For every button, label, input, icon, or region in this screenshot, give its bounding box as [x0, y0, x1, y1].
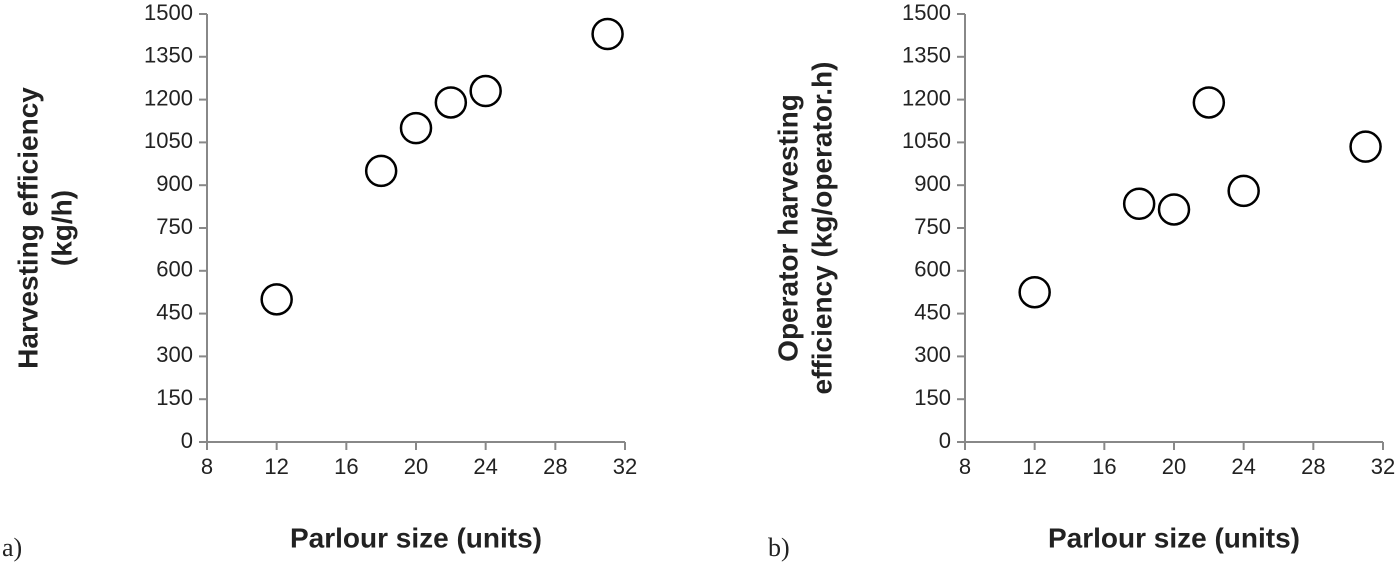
- x-tick-label: 20: [1162, 454, 1186, 479]
- x-tick-label: 12: [264, 454, 288, 479]
- y-axis-label: Harvesting efficiency: [12, 87, 43, 369]
- y-tick-label: 1200: [144, 85, 193, 110]
- x-axis-label: Parlour size (units): [1048, 522, 1300, 553]
- x-tick-label: 28: [543, 454, 567, 479]
- y-tick-label: 300: [156, 342, 193, 367]
- point: [1157, 193, 1191, 226]
- x-tick-label: 12: [1022, 454, 1046, 479]
- y-tick-label: 1050: [144, 128, 193, 153]
- x-tick-label: 32: [1371, 454, 1395, 479]
- point: [1192, 86, 1226, 119]
- point: [399, 111, 433, 145]
- y-tick-label: 1350: [902, 43, 951, 68]
- point: [1227, 174, 1260, 208]
- y-axis-label: Operator harvesting: [772, 94, 803, 362]
- y-tick-label: 300: [914, 342, 951, 367]
- y-tick-label: 150: [914, 385, 951, 410]
- y-tick-label: 900: [914, 171, 951, 196]
- x-tick-label: 8: [201, 454, 213, 479]
- y-tick-label: 750: [156, 214, 193, 239]
- y-tick-label: 1050: [902, 128, 951, 153]
- x-tick-label: 8: [959, 454, 971, 479]
- y-tick-label: 150: [156, 385, 193, 410]
- x-tick-label: 16: [334, 454, 358, 479]
- y-tick-label: 600: [156, 257, 193, 282]
- x-tick-label: 16: [1092, 454, 1116, 479]
- x-tick-label: 28: [1301, 454, 1325, 479]
- x-tick-label: 20: [404, 454, 428, 479]
- point: [1018, 275, 1051, 309]
- point: [1349, 130, 1382, 163]
- point: [364, 154, 398, 188]
- y-tick-label: 450: [156, 299, 193, 324]
- panel-label: a): [2, 533, 22, 562]
- y-tick-label: 750: [914, 214, 951, 239]
- y-tick-label: 1200: [902, 85, 951, 110]
- x-tick-label: 24: [1231, 454, 1255, 479]
- y-tick-label: 1350: [144, 43, 193, 68]
- y-tick-label: 0: [939, 428, 951, 453]
- y-tick-label: 1500: [144, 0, 193, 25]
- y-tick-label: 450: [914, 299, 951, 324]
- y-axis-label: (kg/h): [46, 190, 77, 266]
- point: [260, 283, 293, 316]
- y-tick-label: 1500: [902, 0, 951, 25]
- y-tick-label: 900: [156, 171, 193, 196]
- point: [469, 74, 502, 108]
- panel-label: b): [768, 533, 790, 562]
- y-tick-label: 600: [914, 257, 951, 282]
- x-tick-label: 32: [613, 454, 637, 479]
- x-tick-label: 24: [473, 454, 497, 479]
- point: [1122, 187, 1156, 220]
- y-tick-label: 0: [181, 428, 193, 453]
- y-axis-label: efficiency (kg/operator.h): [806, 62, 837, 395]
- x-axis-label: Parlour size (units): [290, 522, 542, 553]
- point: [434, 86, 468, 119]
- point: [591, 17, 624, 51]
